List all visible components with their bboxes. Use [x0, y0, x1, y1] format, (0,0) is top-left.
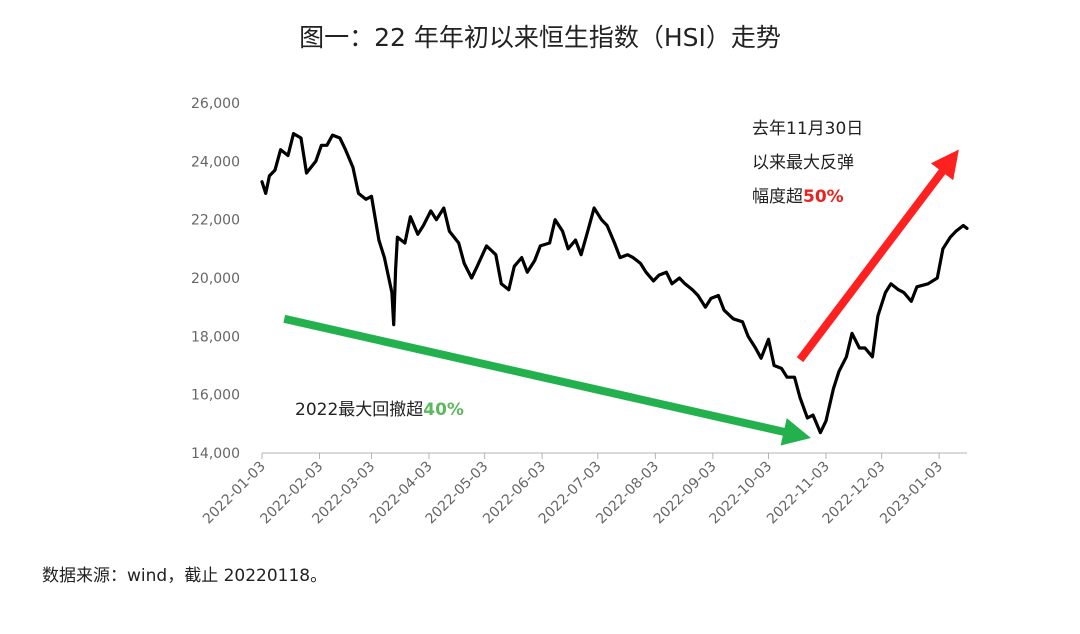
drawdown-annotation: 2022最大回撤超40%: [295, 400, 464, 420]
rebound-annotation-line-3: 幅度超50%: [752, 187, 844, 207]
trend-arrows: [283, 149, 959, 446]
rebound-annotation-percent: 50%: [803, 187, 844, 207]
y-tick-label: 14,000: [191, 446, 240, 462]
drawdown-annotation-percent: 40%: [423, 400, 464, 420]
y-axis: 26,000 24,000 22,000 20,000 18,000 16,000 14,0…: [191, 96, 240, 462]
chart-title: 图一：22 年年初以来恒生指数（HSI）走势: [299, 23, 781, 52]
drawdown-annotation-text: 2022最大回撤超: [295, 400, 423, 420]
y-tick-label: 24,000: [191, 154, 240, 170]
y-tick-label: 16,000: [191, 388, 240, 404]
y-tick-label: 20,000: [191, 271, 240, 287]
rebound-annotation-line-2: 以来最大反弹: [752, 153, 854, 173]
drawdown-arrow: [283, 314, 811, 446]
x-axis: 2022-01-032022-02-032022-03-032022-04-03…: [200, 452, 967, 527]
rebound-annotation-text: 幅度超: [752, 187, 803, 207]
y-tick-label: 18,000: [191, 329, 240, 345]
rebound-arrow: [796, 149, 959, 363]
hsi-series-line: [260, 132, 969, 435]
rebound-annotation-line-1: 去年11月30日: [752, 119, 863, 139]
y-tick-label: 22,000: [191, 213, 240, 229]
y-tick-label: 26,000: [191, 96, 240, 112]
plot-area: [260, 132, 969, 435]
source-note: 数据来源：wind，截止 20220118。: [42, 566, 328, 586]
